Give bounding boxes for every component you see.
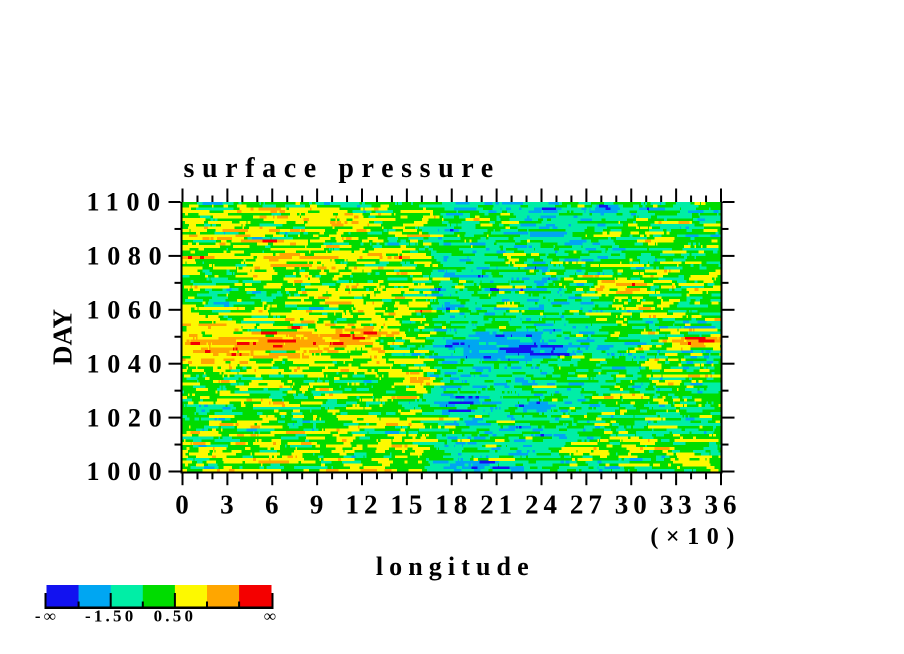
svg-text:24: 24 [525, 490, 562, 520]
svg-text:15: 15 [390, 490, 427, 520]
svg-text:1040: 1040 [87, 349, 170, 378]
svg-text:21: 21 [480, 490, 517, 520]
svg-text:36: 36 [705, 490, 742, 520]
svg-text:12: 12 [346, 490, 383, 520]
svg-text:-1.50: -1.50 [85, 607, 136, 626]
svg-text:6: 6 [265, 490, 284, 520]
svg-text:DAY: DAY [48, 309, 78, 365]
svg-text:0.50: 0.50 [154, 607, 197, 626]
svg-text:1000: 1000 [87, 457, 170, 486]
svg-text:0: 0 [175, 490, 194, 520]
svg-text:1080: 1080 [87, 242, 170, 271]
svg-text:surface pressure: surface pressure [184, 153, 501, 184]
svg-text:1100: 1100 [87, 188, 168, 217]
svg-text:9: 9 [310, 490, 329, 520]
svg-text:-∞: -∞ [35, 607, 59, 626]
svg-text:∞: ∞ [264, 607, 279, 626]
svg-text:18: 18 [435, 490, 472, 520]
svg-text:27: 27 [570, 490, 607, 520]
svg-text:(×10): (×10) [650, 524, 742, 550]
svg-text:3: 3 [220, 490, 239, 520]
svg-text:33: 33 [660, 490, 697, 520]
svg-text:1020: 1020 [87, 403, 170, 432]
svg-text:longitude: longitude [376, 552, 535, 581]
svg-text:30: 30 [615, 490, 652, 520]
svg-text:1060: 1060 [87, 296, 170, 325]
